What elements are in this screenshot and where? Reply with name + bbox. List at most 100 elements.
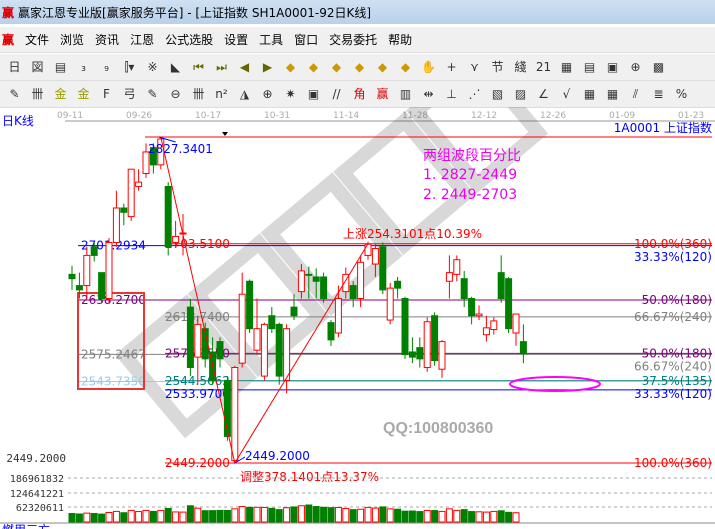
draw-icon[interactable]: ⋎ (470, 59, 479, 74)
menu-item[interactable]: 文件 (25, 33, 50, 47)
draw-tool-icon[interactable]: 弓 (123, 86, 136, 101)
volume-tick: 124641221 (10, 489, 64, 500)
draw-tool-icon[interactable]: n² (215, 86, 228, 101)
save-icon[interactable]: ▣ (606, 59, 619, 74)
last-icon[interactable]: ⏭ (216, 59, 227, 74)
draw-tool-icon[interactable]: ⊥ (446, 86, 457, 101)
list-icon[interactable]: ▤ (54, 59, 67, 74)
volume-bar (334, 506, 342, 523)
draw-tool-icon[interactable]: ✷ (285, 86, 296, 101)
candle-icon[interactable]: ⫿▾ (124, 59, 135, 74)
draw-tool-icon[interactable]: 赢 (376, 86, 389, 101)
expand-icon[interactable]: ◆ (331, 59, 342, 74)
candle-body (98, 272, 106, 300)
volume-bar (275, 509, 283, 523)
draw-tool-icon[interactable]: ▦ (606, 86, 619, 101)
first-icon[interactable]: ⏮ (193, 59, 204, 74)
volume-bar (135, 511, 143, 523)
draw-tool-icon[interactable]: ▨ (514, 86, 527, 101)
draw-tool-icon[interactable]: ∠ (538, 86, 549, 101)
menu-item[interactable]: 资讯 (95, 33, 120, 47)
draw-tool-icon[interactable]: ⇹ (423, 86, 434, 101)
draw-tool-icon[interactable]: ⫽ (632, 86, 639, 101)
candle (246, 279, 254, 333)
draw-tool-icon[interactable]: 金 (54, 86, 67, 101)
menu-item[interactable]: 公式选股 (165, 33, 214, 47)
crosshair-icon[interactable]: + (446, 59, 457, 74)
draw-tool-icon[interactable]: ≣ (653, 86, 664, 101)
candle (349, 281, 357, 308)
menu-item[interactable]: 工具 (259, 33, 284, 47)
volume-bar (482, 511, 490, 523)
chart-icon[interactable]: 図 (31, 59, 44, 74)
draw-tool-icon[interactable]: ▣ (307, 86, 320, 101)
draw-tool-icon[interactable]: √ (562, 86, 571, 101)
zoom-out-icon[interactable]: ◆ (400, 59, 411, 74)
volume-bar (201, 510, 209, 523)
volume-bar (505, 511, 513, 523)
draw-tool-icon[interactable]: 卌 (192, 86, 205, 101)
volume-bar (475, 511, 483, 523)
network-icon[interactable]: ⊕ (630, 59, 641, 74)
symbol-label: 1A0001 上证指数 (614, 120, 712, 135)
kline-chart[interactable]: 09-11 09-26 10-17 10-31 11-14 11-28 12-12 12-26… (0, 107, 715, 529)
trade-icon[interactable]: ▩ (652, 59, 665, 74)
menu-item[interactable]: 交易委托 (329, 33, 378, 47)
pattern-icon[interactable]: 节 (491, 59, 504, 74)
right-icon[interactable]: ▶ (262, 59, 273, 74)
draw-tool-icon[interactable]: F (103, 86, 110, 101)
draw-tool-icon[interactable]: 角 (353, 86, 366, 101)
volume-bar (120, 512, 128, 523)
volume-bar (142, 509, 150, 523)
hand-icon[interactable]: ✋ (421, 59, 436, 74)
cycle-icon[interactable]: 綫 (514, 59, 527, 74)
wave3-icon[interactable]: ₃ (81, 59, 86, 74)
nav-left-icon[interactable]: ◆ (285, 59, 296, 74)
draw-tool-icon[interactable]: ▧ (491, 86, 504, 101)
volume-bar (327, 507, 335, 523)
nav-right-icon[interactable]: ◆ (308, 59, 319, 74)
candle-body (334, 298, 342, 334)
volume-bar (283, 507, 291, 523)
volume-bar (453, 509, 461, 523)
candle (490, 317, 498, 335)
calendar-icon[interactable]: 21 (535, 59, 552, 74)
calculator-icon[interactable]: ▦ (560, 59, 573, 74)
low-axis-label: 2449.2000 (6, 452, 66, 465)
zoom-in-icon[interactable]: ◆ (377, 59, 388, 74)
menu-item[interactable]: 帮助 (388, 33, 413, 47)
draw-tool-icon[interactable]: 金 (77, 86, 90, 101)
candle-body (512, 313, 520, 334)
candle (297, 264, 305, 299)
draw-tool-icon[interactable]: ⊖ (170, 86, 181, 101)
volume-bar (394, 508, 402, 523)
period-day-icon[interactable]: 日▾ (8, 59, 21, 91)
candle-body (423, 321, 431, 368)
draw-tool-icon[interactable]: ▥ (399, 86, 412, 101)
level-price-label: 2575.2467 (81, 347, 146, 361)
volume-bar (468, 511, 476, 523)
draw-tool-icon[interactable]: ▦ (583, 86, 596, 101)
draw-tool-icon[interactable]: ✎ (147, 86, 158, 101)
draw-tool-icon[interactable]: // (332, 86, 341, 101)
draw-tool-icon[interactable]: ⋰ (468, 86, 481, 101)
menu-item[interactable]: 浏览 (60, 33, 85, 47)
candle (216, 337, 224, 368)
draw-tool-icon[interactable]: ⊕ (262, 86, 273, 101)
menu-item[interactable]: 窗口 (294, 33, 319, 47)
volume-profile-icon[interactable]: ◣ (170, 59, 181, 74)
volume-bar (305, 504, 313, 523)
draw-tool-icon[interactable]: % (675, 86, 688, 101)
menu-item[interactable]: 江恩 (130, 33, 155, 47)
draw-tool-icon[interactable]: 卌 (31, 86, 44, 101)
draw-tool-icon[interactable]: ✎ (9, 86, 20, 101)
watermark-glyph-shape (114, 294, 257, 439)
notes-icon[interactable]: ▤ (583, 59, 596, 74)
shrink-icon[interactable]: ◆ (354, 59, 365, 74)
draw-tool-icon[interactable]: ◮ (239, 86, 250, 101)
gann-icon[interactable]: ※ (147, 59, 158, 74)
menu-item[interactable]: 设置 (224, 33, 249, 47)
wave9-icon[interactable]: ₉ (104, 59, 109, 74)
left-icon[interactable]: ◀ (239, 59, 250, 74)
volume-bar (209, 510, 217, 523)
